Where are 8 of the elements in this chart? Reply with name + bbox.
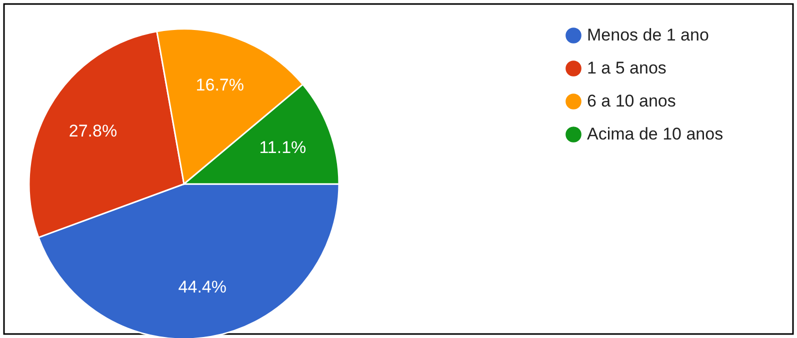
data-label: 27.8% — [68, 122, 118, 141]
data-label: 44.4% — [178, 277, 226, 296]
legend-label: Menos de 1 ano — [587, 26, 709, 44]
data-label: 16.7% — [196, 75, 244, 94]
legend-label: Acima de 10 anos — [587, 124, 724, 144]
data-label: 11.1% — [259, 138, 306, 158]
legend-label: 6 a 10 anos — [587, 92, 676, 110]
legend-label: 1 a 5 anos — [587, 58, 666, 78]
